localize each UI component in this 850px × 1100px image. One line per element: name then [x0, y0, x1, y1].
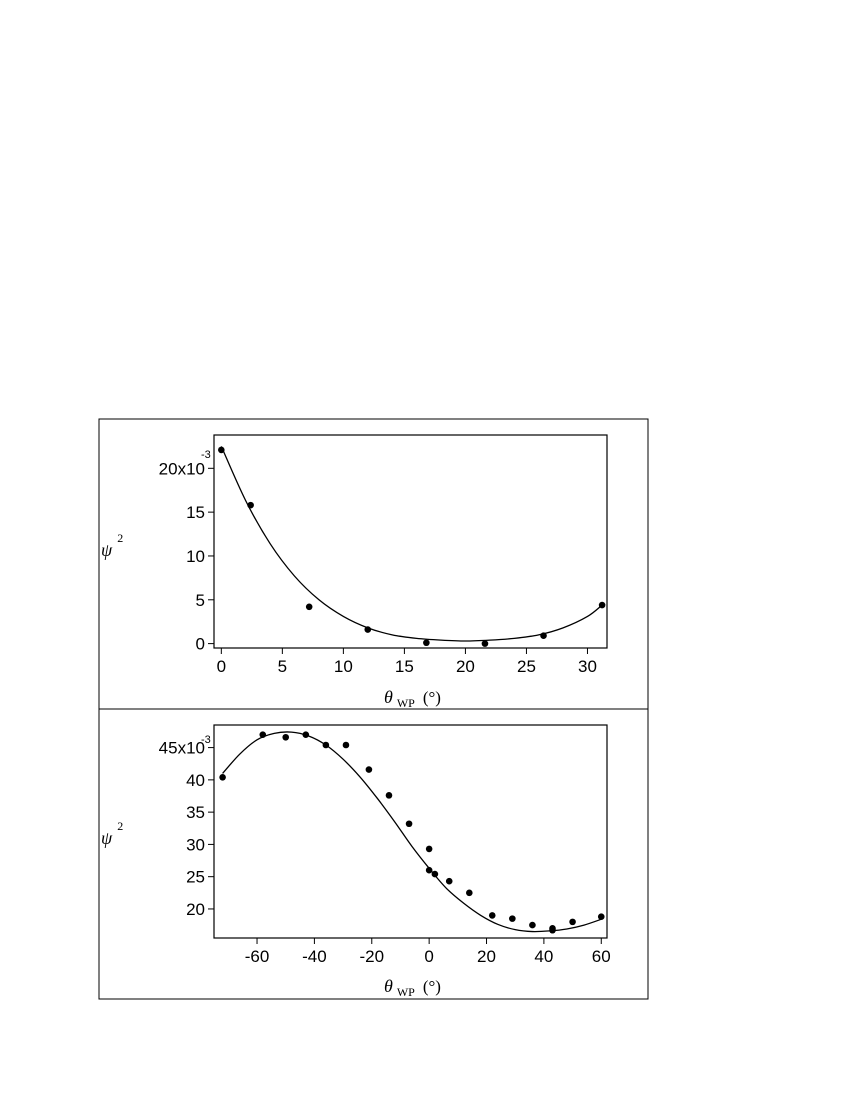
data-point	[549, 926, 556, 934]
x-tick-label: 25	[517, 657, 536, 676]
data-point	[431, 870, 439, 878]
y-axis-superscript: 2	[117, 819, 123, 833]
data-point	[425, 845, 433, 853]
x-tick-label: 60	[592, 947, 611, 966]
x-axis-symbol: θ	[384, 687, 393, 707]
x-axis-unit: (°)	[423, 977, 441, 996]
y-tick-label: 40	[186, 771, 205, 790]
fit-curve-group	[220, 446, 603, 642]
data-points-group	[218, 446, 606, 647]
data-point	[259, 731, 267, 738]
x-tick-label: 0	[424, 947, 433, 966]
fit-curve	[222, 731, 602, 933]
x-tick-label: -40	[302, 947, 327, 966]
x-axis-label: θ WP (°)	[384, 976, 441, 1000]
data-point	[342, 741, 350, 749]
x-tick-label: 5	[278, 657, 287, 676]
data-point	[423, 639, 430, 647]
data-point	[385, 792, 393, 799]
data-point	[405, 820, 413, 828]
data-point	[445, 877, 453, 885]
data-point	[282, 733, 290, 741]
y-tick-label: 25	[186, 868, 205, 887]
data-point	[540, 632, 547, 640]
data-point	[322, 741, 330, 749]
x-tick-label: 40	[534, 947, 553, 966]
y-axis-exponent: -3	[201, 449, 211, 461]
plot-area-frame	[213, 434, 608, 649]
y-axis-ticks: 20 25 30 35 40 45x10	[159, 739, 214, 919]
y-tick-label: 20x10	[159, 459, 205, 478]
data-point	[481, 640, 489, 647]
data-points-group	[219, 731, 605, 934]
x-tick-label: -60	[245, 947, 270, 966]
x-tick-label: -20	[359, 947, 384, 966]
x-axis-symbol: θ	[384, 976, 393, 996]
y-axis-superscript: 2	[117, 531, 123, 545]
plot-area-frame	[213, 724, 608, 939]
y-tick-label: 30	[186, 835, 205, 854]
data-point	[466, 889, 473, 897]
y-axis-exponent: -3	[201, 734, 211, 746]
data-point	[302, 731, 310, 738]
y-axis-symbol: ψ	[101, 828, 113, 848]
data-point	[219, 773, 226, 781]
y-tick-label: 20	[186, 900, 205, 919]
data-point	[247, 501, 254, 509]
data-point	[364, 626, 372, 633]
y-tick-label: 15	[186, 503, 205, 522]
y-axis-ticks: 0 5 10 15 20x10	[159, 459, 214, 654]
y-tick-label: 35	[186, 803, 205, 822]
data-point	[597, 913, 605, 920]
y-axis-label: ψ 2	[101, 531, 123, 560]
data-point	[218, 446, 225, 454]
y-tick-label: 5	[196, 591, 205, 610]
y-tick-label: 45x10	[159, 739, 205, 758]
chart-panel-1: 0 5 10 15 20 25 30 0 5 10 15 20x10 -3 ψ 2 θ WP (°)	[101, 434, 608, 711]
fit-curve-group	[222, 731, 602, 933]
x-axis-subscript: WP	[397, 696, 415, 710]
data-point	[305, 603, 313, 611]
x-tick-label: 10	[334, 657, 353, 676]
y-axis-symbol: ψ	[101, 540, 113, 560]
x-axis-subscript: WP	[397, 985, 415, 999]
x-axis-ticks: 0 5 10 15 20 25 30	[217, 648, 597, 676]
y-tick-label: 0	[196, 635, 205, 654]
fit-curve	[220, 446, 603, 642]
x-axis-unit: (°)	[423, 688, 441, 707]
data-point	[509, 915, 516, 922]
x-tick-label: 30	[578, 657, 597, 676]
data-point	[529, 921, 536, 929]
x-axis-ticks: -60 -40 -20 0 20 40 60	[245, 938, 611, 966]
data-point	[365, 766, 373, 773]
x-tick-label: 20	[456, 657, 475, 676]
x-tick-label: 15	[395, 657, 414, 676]
data-point	[598, 601, 606, 609]
y-axis-label: ψ 2	[101, 819, 123, 848]
data-point	[569, 918, 576, 926]
x-axis-label: θ WP (°)	[384, 687, 441, 711]
x-tick-label: 0	[217, 657, 226, 676]
x-tick-label: 20	[477, 947, 496, 966]
y-tick-label: 10	[186, 547, 205, 566]
data-point	[488, 912, 496, 919]
data-point	[425, 866, 433, 874]
